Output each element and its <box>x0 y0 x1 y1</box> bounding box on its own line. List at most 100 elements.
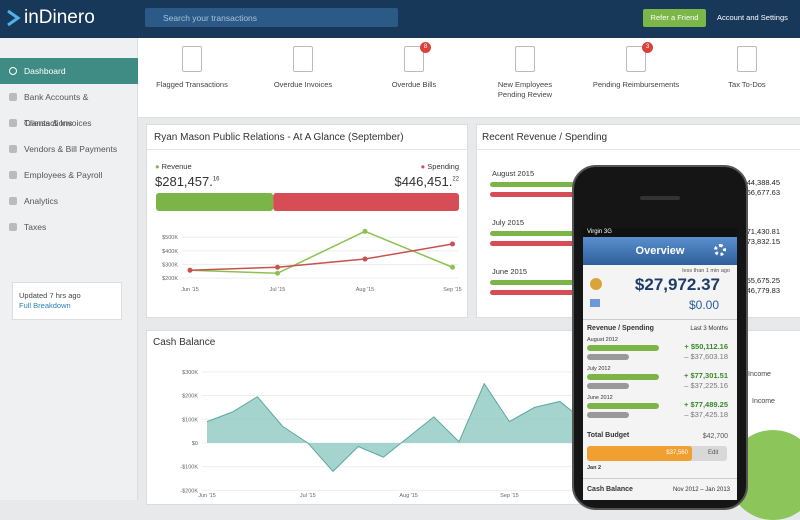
revenue-amount: $281,457.16 <box>155 174 220 189</box>
toolbar-label[interactable]: Overdue Bills <box>359 80 470 90</box>
nav-item[interactable]: Bank Accounts & Transactions <box>0 84 138 110</box>
point <box>363 257 368 262</box>
spending-amount: – $37,603.18 <box>658 352 728 361</box>
cents: 22 <box>452 177 459 183</box>
gear-icon[interactable] <box>714 244 726 256</box>
side-label: Income <box>752 398 775 405</box>
section-title: Revenue / Spending <box>587 325 654 332</box>
status-link[interactable]: Full Breakdown <box>19 301 71 310</box>
revenue-label: ● Revenue <box>155 162 192 171</box>
spending-amount: – $37,425.18 <box>658 410 728 419</box>
x-tick-label: Sep '15 <box>443 287 461 293</box>
cash-title: Cash Balance <box>587 486 633 493</box>
revenue-amount: + $50,112.16 <box>658 342 728 351</box>
month-label: June 2015 <box>492 267 527 276</box>
toolbar-label[interactable]: Pending Reimbursements <box>581 80 692 90</box>
month-label: August 2015 <box>492 169 534 178</box>
carrier: Virgin <box>587 229 602 235</box>
toolbar-icon[interactable] <box>737 46 757 72</box>
spending-bar <box>273 193 459 211</box>
logo-icon <box>6 9 22 27</box>
revenue-bar <box>587 374 659 380</box>
spending-bar <box>587 354 629 360</box>
spending-bar <box>587 383 629 389</box>
text: Revenue <box>162 162 192 171</box>
search-box[interactable]: Search your transactions <box>145 8 398 27</box>
card-icon <box>590 299 600 307</box>
toolbar-label[interactable]: Tax To-Dos <box>692 80 800 90</box>
logo: inDinero <box>24 7 95 29</box>
y-tick-label: -$200K <box>180 488 198 494</box>
y-tick-label: $100K <box>182 417 198 423</box>
nav-item[interactable]: Taxes <box>0 214 138 240</box>
x-tick-label: Jun '15 <box>181 287 199 293</box>
revenue-amount: + $77,489.25 <box>658 400 728 409</box>
status-text: Updated 7 hrs ago <box>19 291 81 300</box>
nav-icon <box>9 171 17 179</box>
cash-period: Nov 2012 – Jan 2013 <box>650 487 730 493</box>
account-menu[interactable]: Account and Settings <box>717 13 788 22</box>
toolbar-icon[interactable] <box>182 46 202 72</box>
point <box>450 265 455 270</box>
dollars: $281,457. <box>155 174 213 189</box>
budget-title: Total Budget <box>587 432 629 439</box>
page: inDinero Search your transactions Refer … <box>0 0 800 500</box>
toolbar <box>138 38 800 118</box>
balance: $27,972.37 <box>600 275 720 295</box>
text: Spending <box>427 162 459 171</box>
panel-title: Recent Revenue / Spending <box>482 132 607 143</box>
ratio-bar <box>156 193 459 211</box>
point <box>275 271 280 276</box>
spending-amount: $446,451.22 <box>360 174 459 189</box>
y-tick-label: -$100K <box>180 465 198 471</box>
divider <box>146 149 468 150</box>
point <box>363 229 368 234</box>
toolbar-icon[interactable] <box>293 46 313 72</box>
speaker <box>640 196 680 200</box>
edit-button[interactable]: Edit <box>708 450 718 456</box>
revenue-bar <box>156 193 273 211</box>
toolbar-icon[interactable] <box>515 46 535 72</box>
nav-item[interactable]: Dashboard <box>0 58 138 84</box>
series-line <box>190 244 453 270</box>
nav-item[interactable]: Clients & Invoices <box>0 110 138 136</box>
period: Last 3 Months <box>660 326 728 332</box>
refer-button[interactable]: Refer a Friend <box>643 9 706 27</box>
status-bar: Virgin 3G <box>583 228 737 237</box>
area <box>207 384 585 472</box>
divider <box>476 149 800 150</box>
y-tick-label: $200K <box>162 276 178 282</box>
secondary-balance: $0.00 <box>640 298 719 312</box>
x-tick-label: Jul '15 <box>300 493 316 499</box>
panel-title: Ryan Mason Public Relations - At A Glanc… <box>154 132 404 143</box>
month-label: August 2012 <box>587 337 618 343</box>
point <box>450 242 455 247</box>
spending-amount: – $37,225.16 <box>658 381 728 390</box>
point <box>275 265 280 270</box>
dollars: $446,451. <box>394 174 452 189</box>
budget-date: Jan 2 <box>587 465 601 471</box>
budget-fill: $37,560 <box>587 446 692 461</box>
nav-icon <box>9 93 17 101</box>
toolbar-label[interactable]: Overdue Invoices <box>248 80 359 90</box>
toolbar-label[interactable]: New Employees Pending Review <box>470 80 581 100</box>
y-tick-label: $300K <box>162 263 178 269</box>
nav-item[interactable]: Analytics <box>0 188 138 214</box>
nav-icon <box>9 223 17 231</box>
x-tick-label: Jun '15 <box>198 493 216 499</box>
badge: 3 <box>642 42 653 53</box>
y-tick-label: $500K <box>162 235 178 241</box>
side-label: Income <box>748 371 771 378</box>
y-tick-label: $0 <box>192 441 198 447</box>
point <box>188 268 193 273</box>
divider <box>583 478 737 479</box>
y-tick-label: $400K <box>162 249 178 255</box>
y-tick-label: $200K <box>182 394 198 400</box>
x-tick-label: Sep '15 <box>500 493 518 499</box>
toolbar-label[interactable]: Flagged Transactions <box>137 80 248 90</box>
nav-item[interactable]: Employees & Payroll <box>0 162 138 188</box>
nav-item[interactable]: Vendors & Bill Payments <box>0 136 138 162</box>
month-label: July 2015 <box>492 218 524 227</box>
